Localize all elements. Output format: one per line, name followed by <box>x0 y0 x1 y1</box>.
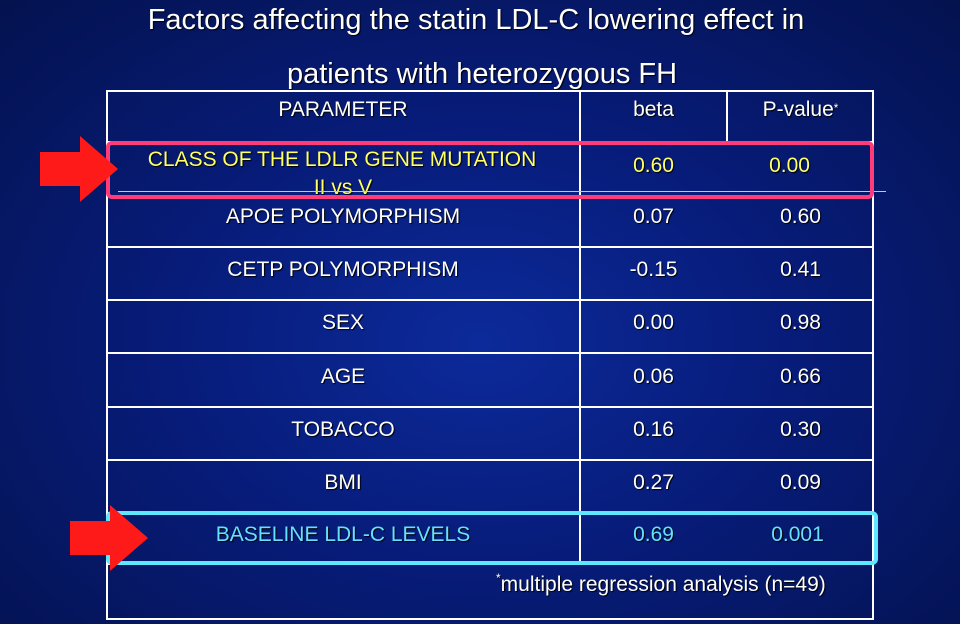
red-arrow-icon-row-8 <box>70 505 148 571</box>
table-frame <box>106 90 874 620</box>
header-beta: beta <box>633 98 674 121</box>
row-divider-2 <box>106 246 874 248</box>
header-pvalue-marker: * <box>833 101 839 115</box>
footnote-text: multiple regression analysis (n=49) <box>500 573 826 596</box>
row-age-param: AGE <box>320 365 366 388</box>
row-divider-4 <box>106 352 874 354</box>
row-sex-param: SEX <box>321 311 365 334</box>
header-pvalue: P-value* <box>727 98 874 122</box>
row-cetp-param: CETP POLYMORPHISM <box>227 258 459 281</box>
column-divider-2-header <box>726 90 728 141</box>
row-cetp-pvalue: 0.41 <box>780 258 821 281</box>
header-parameter: PARAMETER <box>278 98 408 121</box>
row-age-beta: 0.06 <box>633 365 674 388</box>
highlight-box-baseline-row <box>106 511 878 565</box>
slide-title-line-1: Factors affecting the statin LDL-C lower… <box>147 4 805 36</box>
row-divider-6 <box>106 459 874 461</box>
row-bmi-beta: 0.27 <box>633 471 674 494</box>
footnote: *multiple regression analysis (n=49) <box>496 571 826 597</box>
row-divider-5 <box>106 406 874 408</box>
slide-title-line-2: patients with heterozygous FH <box>286 58 678 90</box>
row-bmi-pvalue: 0.09 <box>780 471 821 494</box>
row-tobacco-param: TOBACCO <box>291 418 395 441</box>
column-divider-1 <box>579 90 581 564</box>
row-cetp-beta: -0.15 <box>629 258 678 281</box>
row-tobacco-beta: 0.16 <box>633 418 674 441</box>
row-bmi-param: BMI <box>324 471 362 494</box>
row-baseline-ldl-pvalue: 0.001 <box>771 523 824 546</box>
highlight-box-ldlr-row <box>106 141 874 199</box>
row-sex-beta: 0.00 <box>633 311 674 334</box>
row-apoe-beta: 0.07 <box>633 205 674 228</box>
row-sex-pvalue: 0.98 <box>780 311 821 334</box>
red-arrow-icon-row-1 <box>40 136 118 202</box>
header-pvalue-label: P-value <box>762 98 834 121</box>
row-divider-3 <box>106 299 874 301</box>
row-ldlr-pvalue: 0.00 <box>769 154 810 177</box>
row-baseline-ldl-param: BASELINE LDL-C LEVELS <box>215 523 471 546</box>
row-ldlr-beta: 0.60 <box>633 154 674 177</box>
row-ldlr-param-line-1: CLASS OF THE LDLR GENE MUTATION <box>147 148 537 171</box>
row-ldlr-param-line-2: II vs V <box>313 176 373 199</box>
footnote-marker: * <box>496 571 501 585</box>
row-apoe-pvalue: 0.60 <box>780 205 821 228</box>
row-apoe-param: APOE POLYMORPHISM <box>225 205 461 228</box>
row-tobacco-pvalue: 0.30 <box>780 418 821 441</box>
row-baseline-ldl-beta: 0.69 <box>633 523 674 546</box>
row-age-pvalue: 0.66 <box>780 365 821 388</box>
row-1-underline <box>118 191 886 192</box>
